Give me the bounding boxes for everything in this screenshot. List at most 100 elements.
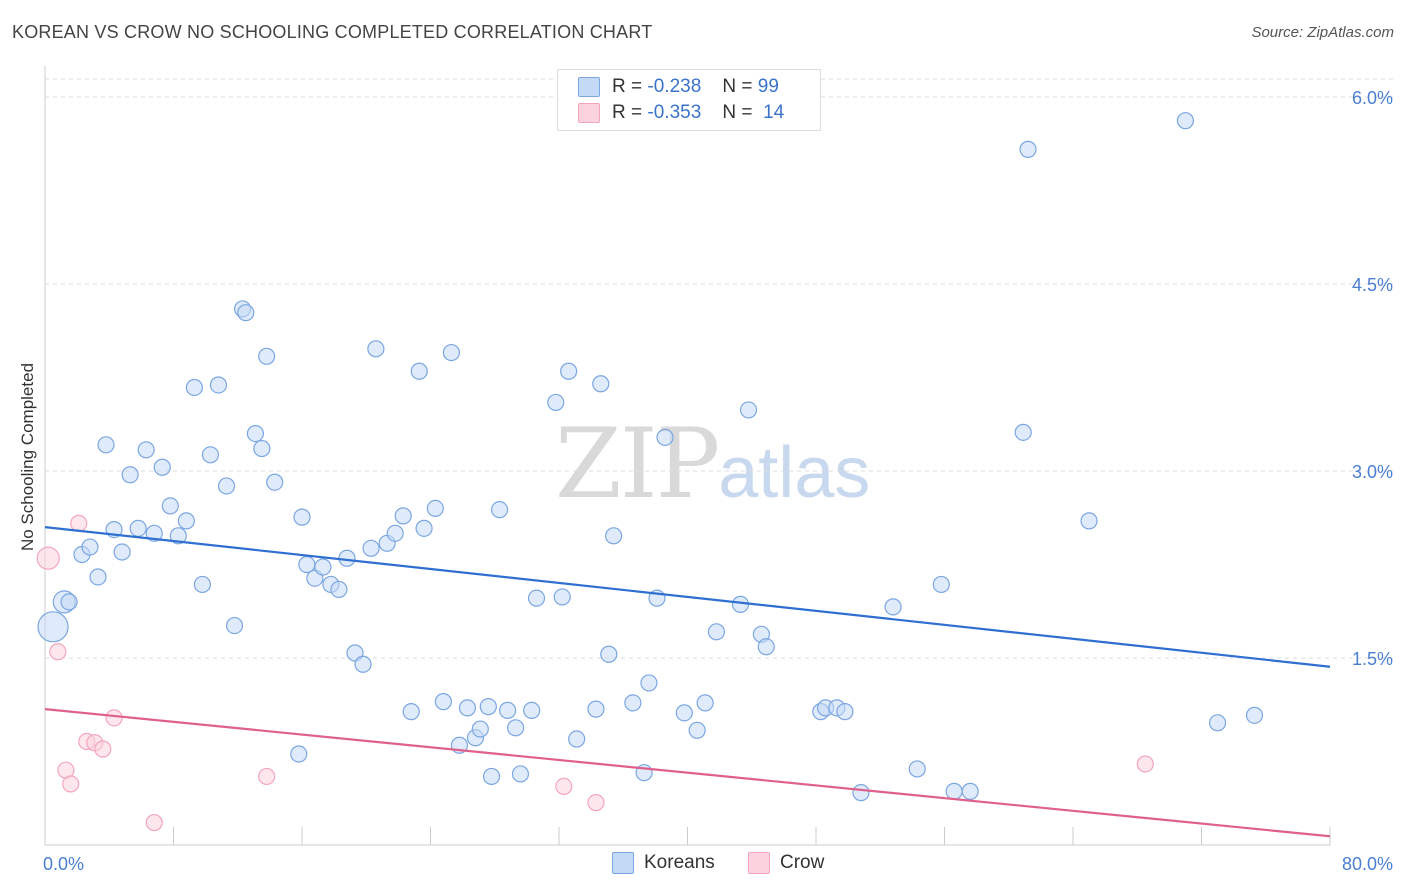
- point-koreans: [113, 543, 131, 561]
- point-koreans: [471, 720, 489, 738]
- trend-line-crow: [44, 708, 1331, 838]
- legend-n-label: N =: [722, 102, 753, 123]
- point-koreans: [908, 760, 926, 778]
- point-koreans: [209, 376, 228, 394]
- point-koreans: [153, 458, 171, 476]
- point-koreans: [605, 527, 623, 545]
- point-koreans: [587, 700, 605, 718]
- bottom-legend-crow-label: Crow: [780, 852, 825, 874]
- point-koreans: [707, 623, 726, 641]
- point-koreans: [161, 497, 179, 515]
- point-koreans: [81, 538, 99, 556]
- point-koreans: [442, 343, 460, 362]
- legend-r-value: -0.353: [647, 102, 702, 123]
- point-koreans: [731, 595, 750, 613]
- legend-n-value: 99: [757, 76, 779, 97]
- watermark: ZIPatlas: [555, 408, 870, 520]
- point-koreans: [330, 580, 348, 599]
- series-koreans: [37, 112, 1264, 802]
- point-koreans: [547, 393, 565, 412]
- trend-lines: [44, 526, 1331, 838]
- point-crow: [36, 546, 60, 570]
- point-koreans: [932, 575, 950, 594]
- point-koreans: [258, 347, 276, 365]
- bottom-swatch-crow: [748, 852, 770, 874]
- point-koreans: [185, 378, 203, 397]
- point-koreans: [354, 655, 372, 673]
- point-koreans: [121, 466, 139, 484]
- point-koreans: [1080, 512, 1098, 530]
- legend-r-label: R =: [612, 76, 643, 97]
- point-koreans: [362, 539, 380, 557]
- point-koreans: [499, 701, 517, 719]
- point-crow: [105, 709, 123, 727]
- point-koreans: [1019, 140, 1037, 158]
- legend-swatch-crow: [578, 102, 600, 123]
- point-koreans: [482, 767, 501, 786]
- point-koreans: [656, 428, 674, 446]
- point-koreans: [696, 694, 714, 712]
- y-tick-label: 1.5%: [1352, 649, 1393, 669]
- point-koreans: [479, 698, 497, 716]
- point-crow: [94, 740, 112, 758]
- point-koreans: [426, 499, 444, 517]
- trend-line-koreans: [44, 526, 1331, 668]
- point-crow: [258, 767, 276, 786]
- chart-title: KOREAN VS CROW NO SCHOOLING COMPLETED CO…: [12, 22, 653, 42]
- point-koreans: [688, 721, 706, 739]
- point-koreans: [402, 703, 420, 721]
- point-koreans: [884, 598, 902, 616]
- point-crow: [145, 813, 163, 832]
- point-koreans: [945, 782, 963, 800]
- point-koreans: [739, 401, 758, 419]
- point-koreans: [568, 730, 586, 748]
- point-koreans: [97, 436, 115, 454]
- point-koreans: [237, 304, 255, 322]
- point-koreans: [458, 699, 477, 717]
- point-koreans: [415, 519, 433, 537]
- grid-lines: [45, 78, 1395, 659]
- point-koreans: [290, 745, 308, 763]
- axes: [44, 66, 1331, 846]
- series-crow: [36, 514, 1154, 832]
- point-koreans: [624, 694, 642, 712]
- point-koreans: [201, 446, 220, 464]
- point-crow: [62, 775, 80, 793]
- point-koreans: [560, 362, 578, 380]
- point-koreans: [511, 765, 530, 783]
- point-crow: [587, 794, 605, 812]
- x-tick-label: 0.0%: [43, 854, 84, 874]
- point-koreans: [314, 558, 332, 576]
- point-crow: [49, 643, 67, 661]
- point-koreans: [490, 501, 509, 519]
- point-koreans: [410, 362, 428, 380]
- point-crow: [70, 514, 88, 532]
- bottom-legend-crow: Crow: [748, 852, 824, 874]
- point-koreans: [675, 704, 693, 722]
- point-koreans: [246, 425, 265, 443]
- legend-n-value: 14: [763, 102, 785, 123]
- y-tick-label: 4.5%: [1352, 275, 1393, 295]
- bottom-legend-koreans-label: Koreans: [644, 852, 715, 874]
- point-koreans: [145, 524, 163, 542]
- point-koreans: [1208, 714, 1227, 732]
- point-koreans: [1176, 112, 1195, 130]
- point-koreans: [60, 593, 78, 611]
- point-koreans: [592, 375, 610, 393]
- point-crow: [555, 777, 573, 796]
- bottom-legend-koreans: Koreans: [612, 852, 715, 874]
- tick-labels: 1.5% 3.0% 4.5% 6.0% 0.0% 80.0%: [43, 88, 1393, 874]
- legend-row-crow: R = -0.353 N = 14: [578, 102, 784, 126]
- point-koreans: [266, 473, 284, 491]
- legend-n-label: N =: [722, 76, 753, 97]
- y-tick-label: 6.0%: [1352, 88, 1393, 108]
- point-koreans: [757, 638, 775, 656]
- point-koreans: [169, 527, 187, 545]
- point-koreans: [600, 645, 618, 663]
- point-koreans: [37, 611, 69, 643]
- point-koreans: [89, 568, 107, 586]
- legend-r-value: -0.238: [647, 76, 702, 97]
- point-crow: [1136, 755, 1154, 773]
- point-koreans: [961, 782, 979, 800]
